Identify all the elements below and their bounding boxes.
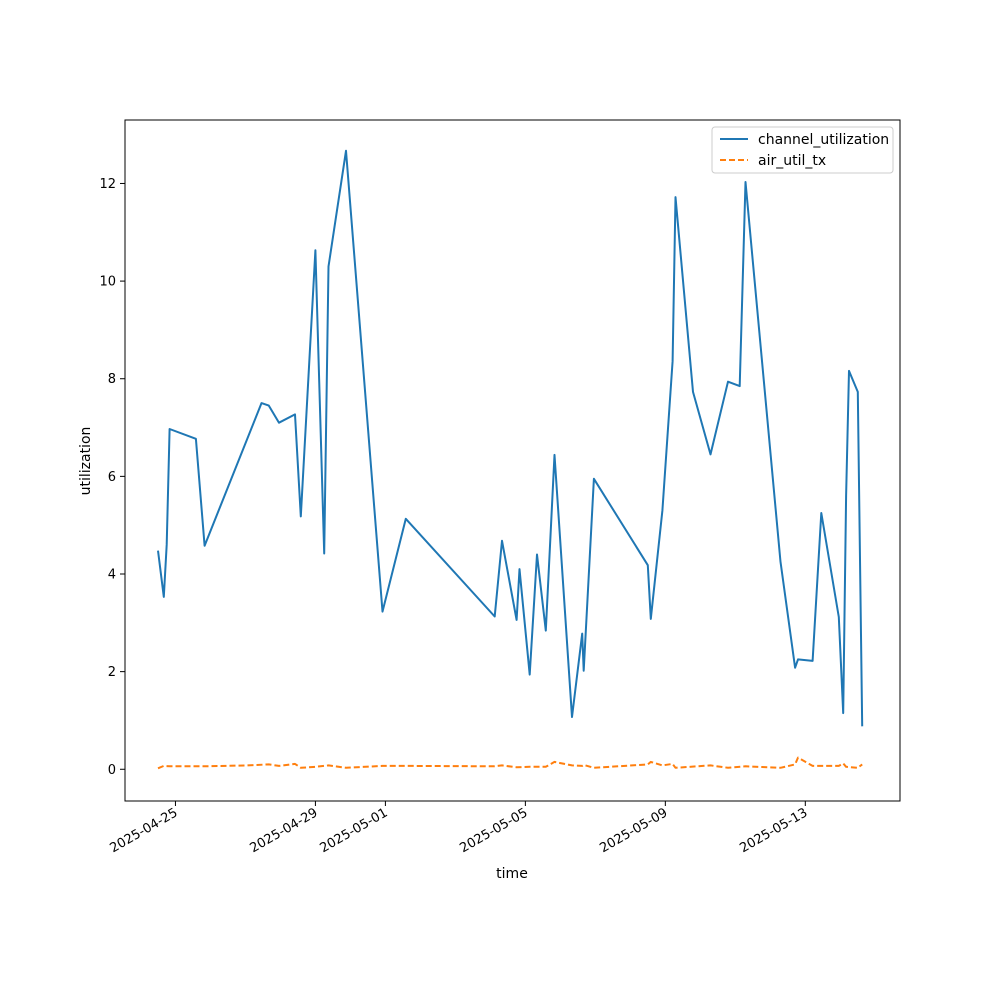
y-tick-label: 6 [108, 470, 116, 485]
x-tick-label: 2025-05-09 [597, 805, 670, 856]
y-tick-label: 12 [99, 177, 116, 192]
x-tick-label: 2025-04-25 [108, 805, 181, 856]
series-line-air-util-tx [157, 756, 863, 770]
x-tick-label: 2025-05-05 [457, 805, 530, 856]
y-tick-label: 2 [108, 665, 116, 680]
legend-label-air-util-tx: air_util_tx [758, 153, 826, 169]
y-axis: 0 2 4 6 8 10 12 [99, 177, 125, 778]
y-tick-label: 8 [108, 372, 116, 387]
plot-frame [124, 119, 901, 802]
legend: channel_utilization air_util_tx [711, 126, 894, 174]
plot-lines [157, 149, 864, 770]
legend-label-channel-utilization: channel_utilization [758, 132, 889, 148]
series-line-channel-utilization [157, 149, 864, 727]
y-tick-label: 10 [99, 275, 116, 290]
x-axis-title: time [496, 866, 528, 882]
x-tick-label: 2025-04-29 [247, 805, 320, 856]
y-axis-title: utilization [78, 427, 94, 496]
y-tick-label: 0 [108, 763, 116, 778]
x-tick-label: 2025-05-01 [317, 805, 390, 856]
y-tick-label: 4 [108, 568, 116, 583]
x-tick-label: 2025-05-13 [737, 805, 810, 856]
legend-box [711, 126, 894, 174]
